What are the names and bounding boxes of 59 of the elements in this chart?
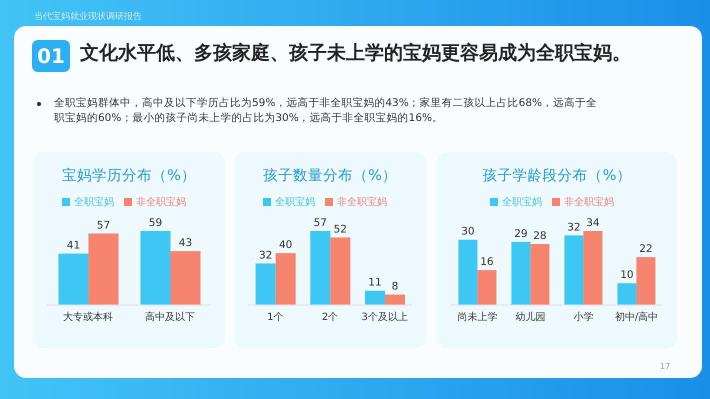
bar [636,257,656,305]
chart-title: 宝妈学历分布（%） [61,166,197,185]
chart-title: 孩子学龄段分布（%） [482,167,632,185]
data-label: 29 [514,228,528,240]
x-tick-label: 3个及以上 [361,311,408,324]
data-label: 10 [620,269,634,282]
legend-label: 全职宝妈 [74,197,114,208]
data-label: 41 [66,240,80,252]
data-label: 32 [567,221,581,234]
bar [140,231,170,305]
data-label: 8 [392,280,398,293]
data-label: 28 [533,230,547,242]
bar [364,290,385,305]
bar [477,270,496,305]
bar [310,231,330,305]
data-label: 22 [639,243,653,256]
text: 全职宝妈群体中，高中及以下学历占比为59%，远高于非全职宝妈的43%；家里有二孩以上占比68%，远高于全职宝妈的60%；最小的孩子尚未上学的占比为30%，远高于非全职宝妈的16%。 [54,96,598,126]
legend-label: 全职宝妈 [502,197,542,208]
legend-label: 非全职宝妈 [136,197,186,208]
bar [583,231,602,305]
bar [170,251,200,305]
data-label: 32 [258,249,272,262]
data-label: 34 [586,217,600,229]
bar [58,254,88,305]
bar [511,242,530,305]
text: 当代宝妈就业现状调研报告 [34,10,142,23]
x-tick-label: 大专或本科 [63,311,113,324]
data-label: 59 [148,217,162,229]
text: 文化水平低、多孩家庭、孩子未上学的宝妈更容易成为全职宝妈。 [80,41,631,66]
bar [530,244,550,305]
bar [564,235,584,305]
x-tick-label: 1个 [267,311,284,324]
bar [384,294,405,305]
x-tick-label: 高中及以下 [145,311,195,324]
data-label: 11 [368,276,382,289]
bar [256,263,276,305]
x-tick-label: 初中/高中 [614,311,658,324]
legend-label: 全职宝妈 [275,197,315,208]
x-tick-label: 幼儿园 [516,311,546,324]
x-tick-label: 2个 [322,311,338,324]
bar [458,240,478,305]
bar [617,283,636,305]
bar [276,253,296,305]
text: 01 [32,40,70,72]
data-label: 57 [314,217,328,229]
text: 17 [660,362,670,371]
x-tick-label: 小学 [574,311,594,324]
data-label: 52 [334,223,348,236]
x-tick-label: 尚未上学 [458,311,498,324]
chart-title: 孩子数量分布（%） [262,167,398,185]
data-label: 40 [278,239,292,252]
data-label: 16 [480,256,494,268]
bar [330,237,350,305]
data-label: 30 [461,226,475,238]
legend-label: 非全职宝妈 [564,197,614,208]
legend-label: 非全职宝妈 [337,197,387,208]
data-label: 43 [178,237,192,250]
data-label: 57 [96,220,110,232]
bar [88,234,118,305]
